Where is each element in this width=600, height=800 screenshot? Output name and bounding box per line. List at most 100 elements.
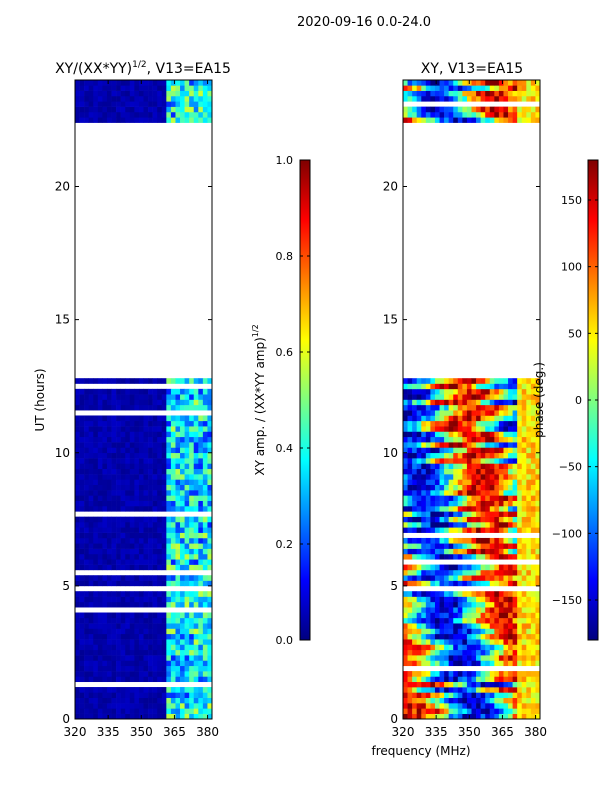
heatmap-cell — [111, 617, 117, 624]
heatmap-cell — [466, 463, 472, 470]
heatmap-cell — [116, 479, 121, 485]
heatmap-cell — [403, 553, 408, 560]
heatmap-cell — [444, 623, 449, 629]
heatmap-cell — [166, 665, 172, 672]
heatmap-cell — [508, 623, 513, 629]
heatmap-cell — [430, 436, 436, 443]
heatmap-cell — [138, 399, 144, 406]
heatmap-cell — [106, 420, 112, 427]
heatmap-cell — [88, 591, 94, 597]
heatmap-cell — [412, 553, 417, 560]
heatmap-cell — [184, 458, 190, 464]
heatmap-cell — [416, 633, 422, 640]
heatmap-cell — [439, 111, 445, 118]
heatmap-cell — [148, 548, 153, 555]
heatmap-cell — [180, 543, 185, 549]
heatmap-cell — [439, 394, 445, 400]
heatmap-cell — [521, 410, 527, 416]
heatmap-cell — [535, 420, 541, 427]
heatmap-cell — [421, 521, 427, 528]
heatmap-cell — [476, 607, 481, 613]
heatmap-cell — [476, 410, 481, 416]
heatmap-cell — [494, 649, 500, 656]
heatmap-cell — [434, 644, 440, 651]
heatmap-cell — [88, 596, 94, 603]
heatmap-cell — [102, 671, 108, 677]
heatmap-cell — [166, 591, 172, 597]
heatmap-cell — [134, 548, 140, 555]
heatmap-cell — [476, 564, 481, 571]
heatmap-cell — [476, 543, 481, 549]
heatmap-cell — [189, 655, 195, 661]
heatmap-cell — [125, 106, 131, 113]
heatmap-cell — [143, 394, 149, 400]
heatmap-cell — [508, 85, 513, 91]
heatmap-cell — [462, 601, 468, 608]
heatmap-cell — [526, 447, 532, 454]
heatmap-cell — [412, 601, 417, 608]
heatmap-cell — [498, 708, 504, 714]
heatmap-cell — [498, 671, 504, 677]
heatmap-cell — [444, 410, 449, 416]
heatmap-cell — [425, 617, 431, 624]
heatmap-cell — [498, 628, 504, 635]
heatmap-cell — [184, 436, 190, 443]
heatmap-cell — [106, 575, 112, 581]
heatmap-cell — [421, 447, 427, 454]
heatmap-cell — [508, 617, 513, 624]
heatmap-cell — [535, 639, 541, 645]
heatmap-cell — [485, 500, 491, 507]
heatmap-cell — [430, 564, 436, 571]
heatmap-cell — [111, 474, 117, 480]
heatmap-cell — [453, 95, 459, 102]
heatmap-cell — [430, 687, 436, 693]
heatmap-cell — [521, 447, 527, 454]
heatmap-cell — [521, 452, 527, 459]
heatmap-cell — [439, 660, 445, 667]
heatmap-cell — [421, 474, 427, 480]
heatmap-cell — [129, 399, 135, 406]
heatmap-cell — [170, 101, 176, 107]
heatmap-cell — [434, 591, 440, 597]
heatmap-cell — [202, 468, 208, 475]
heatmap-cell — [138, 703, 144, 709]
heatmap-cell — [503, 607, 509, 613]
heatmap-cell — [508, 511, 513, 517]
heatmap-cell — [466, 527, 472, 533]
heatmap-cell — [471, 458, 477, 464]
heatmap-cell — [120, 713, 126, 720]
heatmap-cell — [97, 639, 103, 645]
heatmap-cell — [485, 410, 491, 416]
heatmap-cell — [480, 479, 486, 485]
heatmap-cell — [530, 692, 536, 698]
heatmap-cell — [512, 420, 518, 427]
heatmap-cell — [471, 436, 477, 443]
heatmap-cell — [170, 543, 176, 549]
heatmap-cell — [184, 644, 190, 651]
heatmap-cell — [148, 394, 153, 400]
heatmap-cell — [421, 687, 427, 693]
heatmap-cell — [143, 474, 149, 480]
heatmap-cell — [116, 442, 121, 448]
heatmap-cell — [421, 436, 427, 443]
heatmap-cell — [180, 447, 185, 454]
heatmap-cell — [430, 612, 436, 619]
heatmap-cell — [129, 394, 135, 400]
heatmap-cell — [84, 415, 89, 422]
heatmap-cell — [485, 628, 491, 635]
heatmap-cell — [439, 521, 445, 528]
heatmap-cell — [480, 106, 486, 113]
heatmap-cell — [412, 383, 417, 390]
heatmap-cell — [93, 111, 99, 118]
heatmap-cell — [129, 415, 135, 422]
heatmap-cell — [453, 80, 459, 86]
heatmap-cell — [120, 399, 126, 406]
heatmap-cell — [102, 447, 108, 454]
heatmap-cell — [189, 490, 195, 496]
heatmap-cell — [508, 676, 513, 683]
heatmap-cell — [202, 484, 208, 491]
heatmap-cell — [480, 628, 486, 635]
heatmap-cell — [120, 447, 126, 454]
heatmap-cell — [138, 447, 144, 454]
heatmap-cell — [134, 404, 140, 411]
